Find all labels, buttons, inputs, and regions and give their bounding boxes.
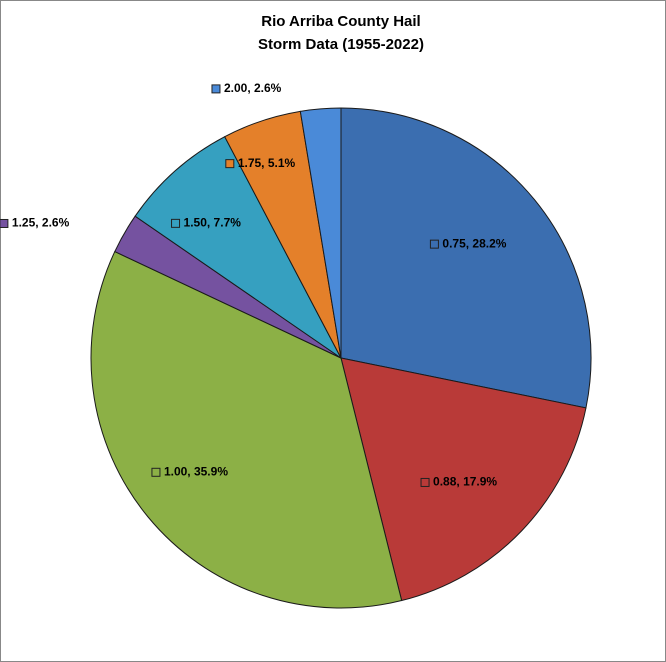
data-label: 1.50, 7.7% bbox=[184, 216, 242, 230]
pie-slice bbox=[340, 107, 592, 409]
data-label: 0.88, 17.9% bbox=[433, 475, 497, 489]
data-label: 1.25, 2.6% bbox=[12, 216, 70, 230]
pie-slice bbox=[90, 250, 403, 609]
label-key bbox=[0, 218, 9, 228]
pie-slice bbox=[299, 107, 342, 359]
label-key bbox=[225, 159, 235, 169]
pie-slice bbox=[340, 357, 587, 602]
data-label: 1.75, 5.1% bbox=[238, 156, 296, 170]
chart-title: Storm Data (1955-2022) bbox=[258, 36, 424, 53]
label-key bbox=[211, 84, 221, 94]
data-label: 1.00, 35.9% bbox=[164, 464, 228, 478]
label-key bbox=[151, 467, 161, 477]
chart-title: Rio Arriba County Hail bbox=[261, 13, 420, 30]
label-key bbox=[171, 218, 181, 228]
label-key bbox=[420, 477, 430, 487]
pie-slice bbox=[134, 136, 342, 359]
label-key bbox=[429, 239, 439, 249]
data-label: 0.75, 28.2% bbox=[442, 236, 506, 250]
data-label: 2.00, 2.6% bbox=[224, 81, 282, 95]
